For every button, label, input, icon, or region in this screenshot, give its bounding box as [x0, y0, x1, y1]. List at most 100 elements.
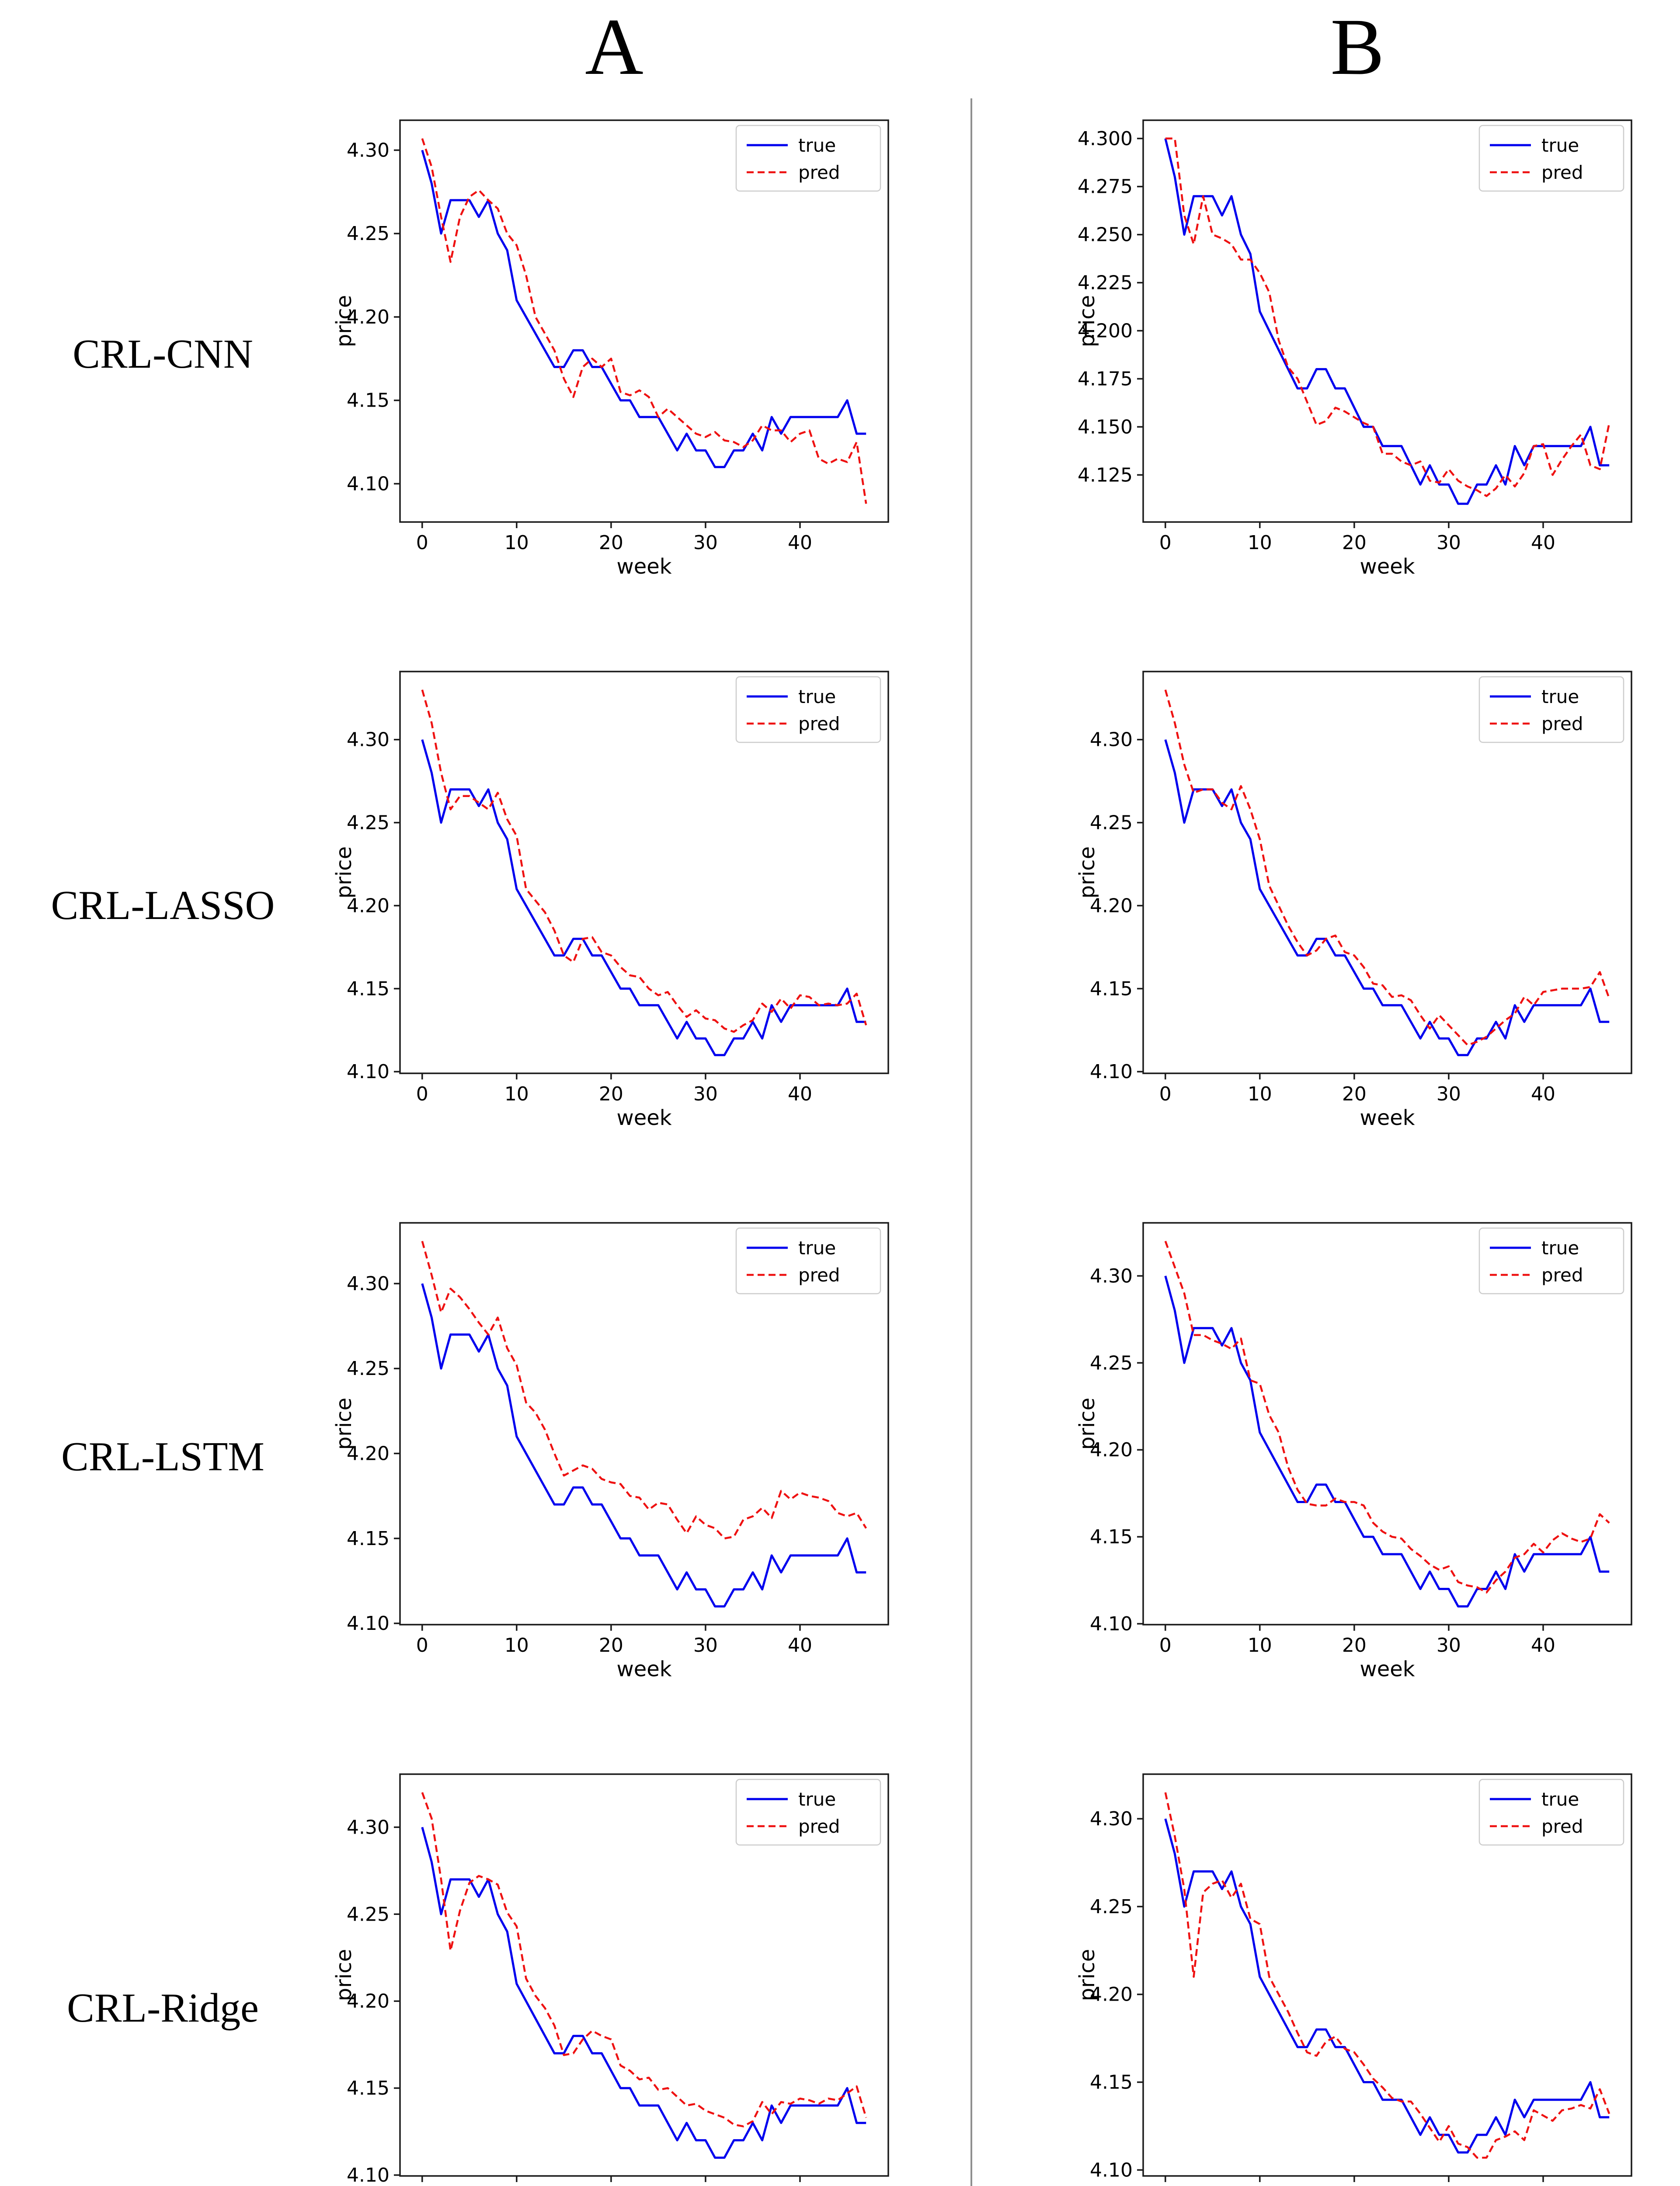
figure-row-lasso: CRL-LASSO 0 10 20 30 40 4.10 4.15 4.20 4.25 4.30 we… — [0, 654, 1680, 1205]
y-tick-label: 4.20 — [1090, 1984, 1133, 2006]
legend: true pred — [735, 125, 881, 192]
x-tick-label: 0 — [416, 1634, 428, 1657]
y-axis-label: price — [332, 295, 356, 347]
legend-true-label: true — [798, 1789, 836, 1810]
y-tick-label: 4.25 — [347, 223, 390, 245]
y-axis-label: price — [1075, 846, 1099, 898]
x-tick-label: 0 — [416, 532, 428, 554]
y-tick-label: 4.15 — [1090, 2071, 1133, 2094]
chart-svg-lasso-b: 0 10 20 30 40 4.10 4.15 4.20 4.25 4.30 week price tr… — [1075, 671, 1632, 1130]
y-axis-label: price — [332, 1949, 356, 2001]
y-tick-label: 4.25 — [1090, 812, 1133, 834]
x-axis-label: week — [616, 1657, 671, 1681]
true-series-line — [421, 1827, 866, 2159]
y-tick-label: 4.15 — [347, 2077, 390, 2099]
legend: true pred — [735, 1227, 881, 1295]
y-tick-label: 4.25 — [347, 1903, 390, 1925]
y-tick-label: 4.15 — [1090, 1526, 1133, 1548]
y-tick-label: 4.10 — [347, 1061, 390, 1083]
column-divider — [970, 98, 972, 2186]
x-tick-label: 40 — [1531, 1083, 1555, 1105]
x-tick-label: 20 — [599, 532, 623, 554]
legend: true pred — [735, 1779, 881, 1846]
legend-box — [1478, 1779, 1624, 1846]
y-tick-label: 4.15 — [347, 1528, 390, 1550]
pred-series-line — [421, 689, 867, 1033]
x-tick-label: 10 — [504, 1634, 529, 1657]
plot-frame — [399, 119, 889, 523]
y-tick-label: 4.20 — [347, 1443, 390, 1465]
pred-series-line — [421, 1792, 867, 2127]
x-tick-label: 10 — [504, 1083, 529, 1105]
legend: true pred — [735, 676, 881, 743]
y-tick-label: 4.15 — [347, 390, 390, 412]
x-tick-label: 20 — [1342, 1634, 1367, 1657]
legend-box — [1478, 1227, 1624, 1295]
y-axis-label: price — [1075, 1949, 1099, 2001]
y-tick-label: 4.300 — [1078, 128, 1133, 150]
row-label: CRL-CNN — [73, 331, 253, 377]
y-tick-label: 4.20 — [1090, 1439, 1133, 1461]
x-tick-label: 30 — [1437, 1083, 1461, 1105]
pred-series-line — [1164, 1241, 1610, 1594]
y-tick-label: 4.125 — [1078, 464, 1133, 486]
y-tick-label: 4.25 — [1090, 1896, 1133, 1918]
x-tick-label: 30 — [693, 532, 718, 554]
y-tick-label: 4.30 — [347, 139, 390, 161]
plot-frame — [1142, 671, 1632, 1074]
x-tick-label: 0 — [1159, 1634, 1172, 1657]
y-axis-label: price — [1075, 1398, 1099, 1450]
legend-pred-label: pred — [1541, 1816, 1583, 1837]
x-tick-label: 10 — [504, 532, 529, 554]
legend-pred-label: pred — [798, 713, 840, 734]
legend-box — [1478, 125, 1624, 192]
true-series-line — [1164, 739, 1610, 1056]
legend-true-label: true — [1541, 1789, 1579, 1810]
y-tick-label: 4.200 — [1078, 320, 1133, 342]
chart-ridge-b: 0102030404.104.154.204.254.30weekpricetr… — [1071, 1762, 1644, 2186]
x-tick-label: 0 — [1159, 532, 1172, 554]
chart-svg-cnn-b: 0 10 20 30 40 4.125 4.150 4.175 4.200 4.225 4.250 4… — [1075, 119, 1632, 579]
x-tick-label: 30 — [1437, 532, 1461, 554]
legend: true pred — [1478, 125, 1624, 192]
y-tick-label: 4.10 — [347, 2164, 390, 2186]
y-tick-label: 4.15 — [1090, 978, 1133, 1000]
x-tick-label: 10 — [1248, 1083, 1272, 1105]
x-tick-label: 40 — [1531, 532, 1555, 554]
row-label: CRL-LASSO — [51, 883, 275, 928]
legend-box — [735, 1227, 881, 1295]
pred-series-line — [1165, 137, 1610, 497]
legend-box — [735, 125, 881, 192]
y-tick-label: 4.20 — [1090, 895, 1133, 917]
x-tick-label: 40 — [788, 1634, 812, 1657]
legend-pred-label: pred — [798, 162, 840, 183]
chart-svg-lstm-b: 0 10 20 30 40 4.10 4.15 4.20 4.25 4.30 week price tr… — [1075, 1222, 1632, 1681]
chart-ridge-a: 0102030404.104.154.204.254.30weekpricetr… — [328, 1762, 901, 2186]
legend: true pred — [1478, 1779, 1624, 1846]
y-tick-label: 4.150 — [1078, 416, 1133, 438]
plot-frame — [1142, 119, 1632, 523]
plot-frame — [1142, 1773, 1632, 2177]
legend-pred-label: pred — [1541, 713, 1583, 734]
chart-svg-lasso-a: 0 10 20 30 40 4.10 4.15 4.20 4.25 4.30 week price tr… — [332, 671, 889, 1130]
pred-series-line — [1164, 1792, 1610, 2159]
pred-series-line — [421, 1241, 867, 1540]
y-tick-label: 4.10 — [1090, 1613, 1133, 1635]
y-tick-label: 4.250 — [1078, 224, 1133, 246]
y-tick-label: 4.15 — [347, 978, 390, 1000]
legend-box — [735, 1779, 881, 1846]
x-tick-label: 20 — [599, 1634, 623, 1657]
legend-pred-label: pred — [798, 1816, 840, 1837]
y-tick-label: 4.225 — [1078, 272, 1133, 294]
y-axis-label: price — [1075, 295, 1099, 347]
legend-true-label: true — [798, 686, 836, 707]
x-tick-label: 0 — [1159, 1083, 1172, 1105]
y-tick-label: 4.20 — [347, 895, 390, 917]
y-tick-label: 4.10 — [1090, 2159, 1133, 2181]
figure-row-lstm: CRL-LSTM 0 10 20 30 40 4.10 4.15 4.20 4.25 4.30 wee… — [0, 1205, 1680, 1757]
y-axis-label: price — [332, 846, 356, 898]
y-tick-label: 4.20 — [347, 306, 390, 328]
y-tick-label: 4.30 — [1090, 729, 1133, 751]
y-tick-label: 4.10 — [347, 1612, 390, 1635]
